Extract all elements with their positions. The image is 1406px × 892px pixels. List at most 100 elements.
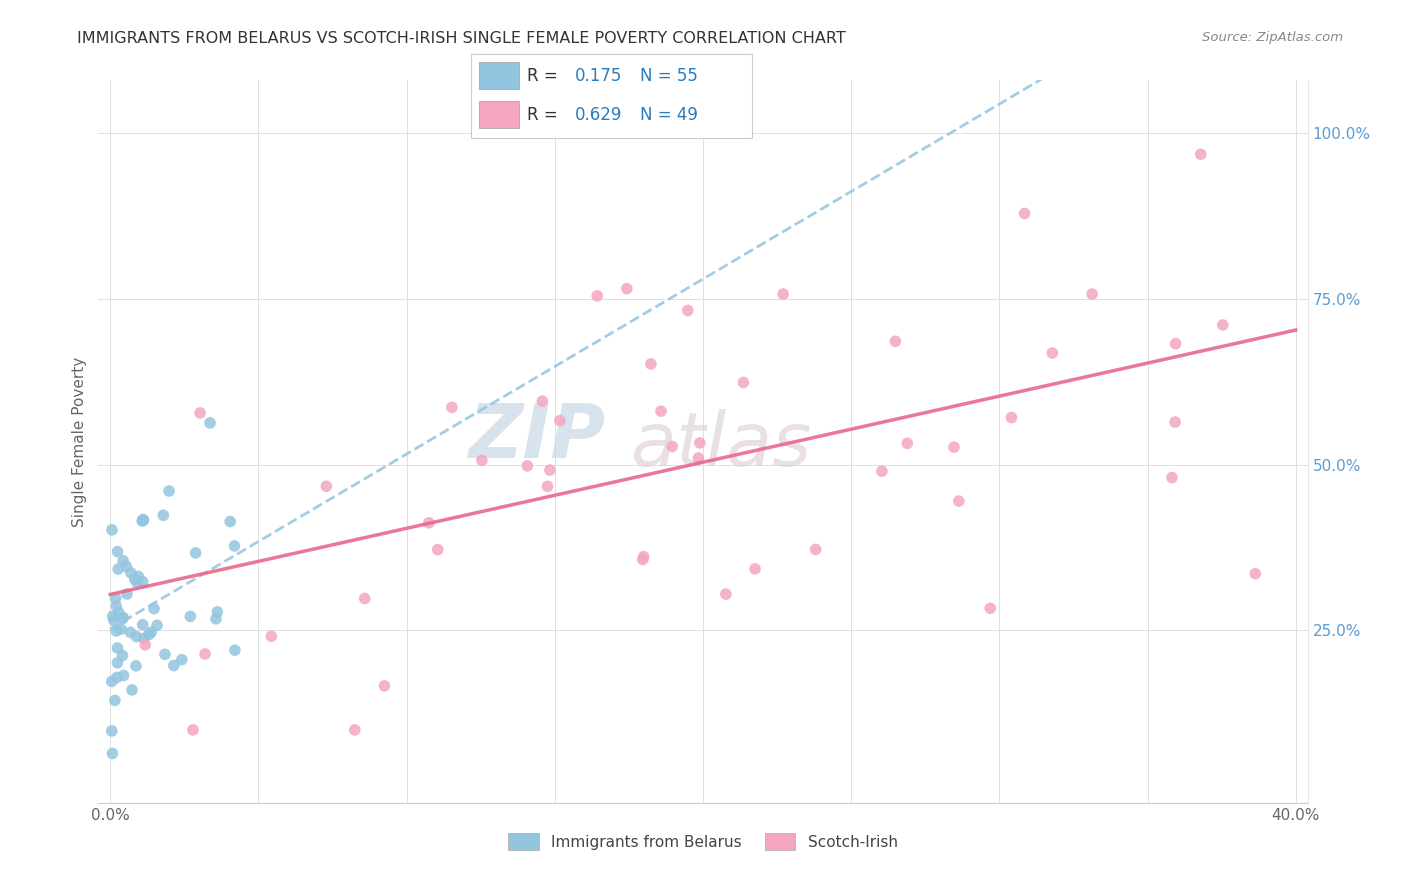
Point [979, 601, 1001, 615]
Point [131, 514, 153, 528]
Point [471, 453, 494, 467]
Text: ZIP: ZIP [470, 401, 606, 475]
Point [107, 640, 129, 655]
Point [125, 630, 148, 644]
Point [224, 539, 246, 553]
Point [1161, 470, 1184, 484]
Point [714, 587, 737, 601]
Point [125, 658, 148, 673]
Point [631, 552, 654, 566]
Point [112, 610, 135, 624]
Point [121, 682, 143, 697]
Point [689, 436, 711, 450]
Text: Source: ZipAtlas.com: Source: ZipAtlas.com [1202, 31, 1343, 45]
Point [179, 609, 201, 624]
Point [184, 546, 207, 560]
Point [733, 376, 755, 390]
Point [1081, 287, 1104, 301]
Point [676, 303, 699, 318]
FancyBboxPatch shape [479, 101, 519, 128]
Text: IMMIGRANTS FROM BELARUS VS SCOTCH-IRISH SINGLE FEMALE POVERTY CORRELATION CHART: IMMIGRANTS FROM BELARUS VS SCOTCH-IRISH … [77, 31, 846, 46]
Point [207, 605, 229, 619]
Point [884, 334, 907, 349]
Point [120, 625, 142, 640]
Point [1000, 410, 1022, 425]
Text: R =: R = [527, 105, 558, 123]
Point [124, 572, 146, 586]
Point [188, 406, 211, 420]
Point [315, 479, 337, 493]
Point [100, 674, 122, 689]
Point [1040, 346, 1063, 360]
Point [104, 591, 127, 606]
Point [772, 287, 794, 301]
Point [616, 282, 638, 296]
Text: N = 55: N = 55 [640, 67, 697, 85]
Point [131, 617, 153, 632]
Point [107, 656, 129, 670]
Point [132, 513, 155, 527]
Point [125, 575, 148, 590]
Point [101, 609, 124, 624]
Point [1164, 415, 1187, 429]
Point [103, 613, 125, 627]
Point [440, 401, 463, 415]
Point [536, 479, 558, 493]
Y-axis label: Single Female Poverty: Single Female Poverty [72, 357, 87, 526]
Point [153, 648, 176, 662]
Point [107, 544, 129, 558]
Point [1244, 566, 1267, 581]
Point [101, 747, 124, 761]
Point [516, 458, 538, 473]
Point [132, 512, 155, 526]
Point [426, 542, 449, 557]
Point [181, 723, 204, 737]
Point [157, 483, 180, 498]
Point [105, 670, 128, 684]
Point [688, 451, 710, 466]
Point [132, 574, 155, 589]
Point [143, 601, 166, 615]
Text: N = 49: N = 49 [640, 105, 697, 123]
Point [105, 624, 128, 638]
Legend: Immigrants from Belarus, Scotch-Irish: Immigrants from Belarus, Scotch-Irish [502, 827, 904, 856]
Point [152, 508, 174, 523]
Point [260, 629, 283, 643]
Point [107, 606, 129, 620]
Point [205, 612, 228, 626]
Point [804, 542, 827, 557]
Point [127, 569, 149, 583]
Point [120, 566, 142, 580]
Text: atlas: atlas [630, 409, 811, 481]
Point [198, 416, 221, 430]
Point [194, 647, 217, 661]
Text: 0.175: 0.175 [575, 67, 623, 85]
Point [548, 414, 571, 428]
Point [112, 668, 135, 682]
Point [1189, 147, 1212, 161]
Text: 0.629: 0.629 [575, 105, 623, 123]
Point [110, 622, 132, 636]
Point [661, 440, 683, 454]
Point [650, 404, 672, 418]
Point [418, 516, 440, 530]
Point [373, 679, 395, 693]
Point [115, 587, 138, 601]
Point [343, 723, 366, 737]
Text: R =: R = [527, 67, 558, 85]
Point [111, 611, 134, 625]
Point [531, 394, 554, 409]
Point [141, 625, 163, 640]
Point [744, 562, 766, 576]
Point [101, 523, 124, 537]
Point [146, 618, 169, 632]
Point [163, 658, 186, 673]
Point [1014, 206, 1036, 220]
Point [100, 723, 122, 738]
Point [640, 357, 662, 371]
Point [111, 648, 134, 663]
Point [105, 599, 128, 614]
Point [134, 638, 156, 652]
Point [948, 494, 970, 508]
Point [1212, 318, 1234, 332]
